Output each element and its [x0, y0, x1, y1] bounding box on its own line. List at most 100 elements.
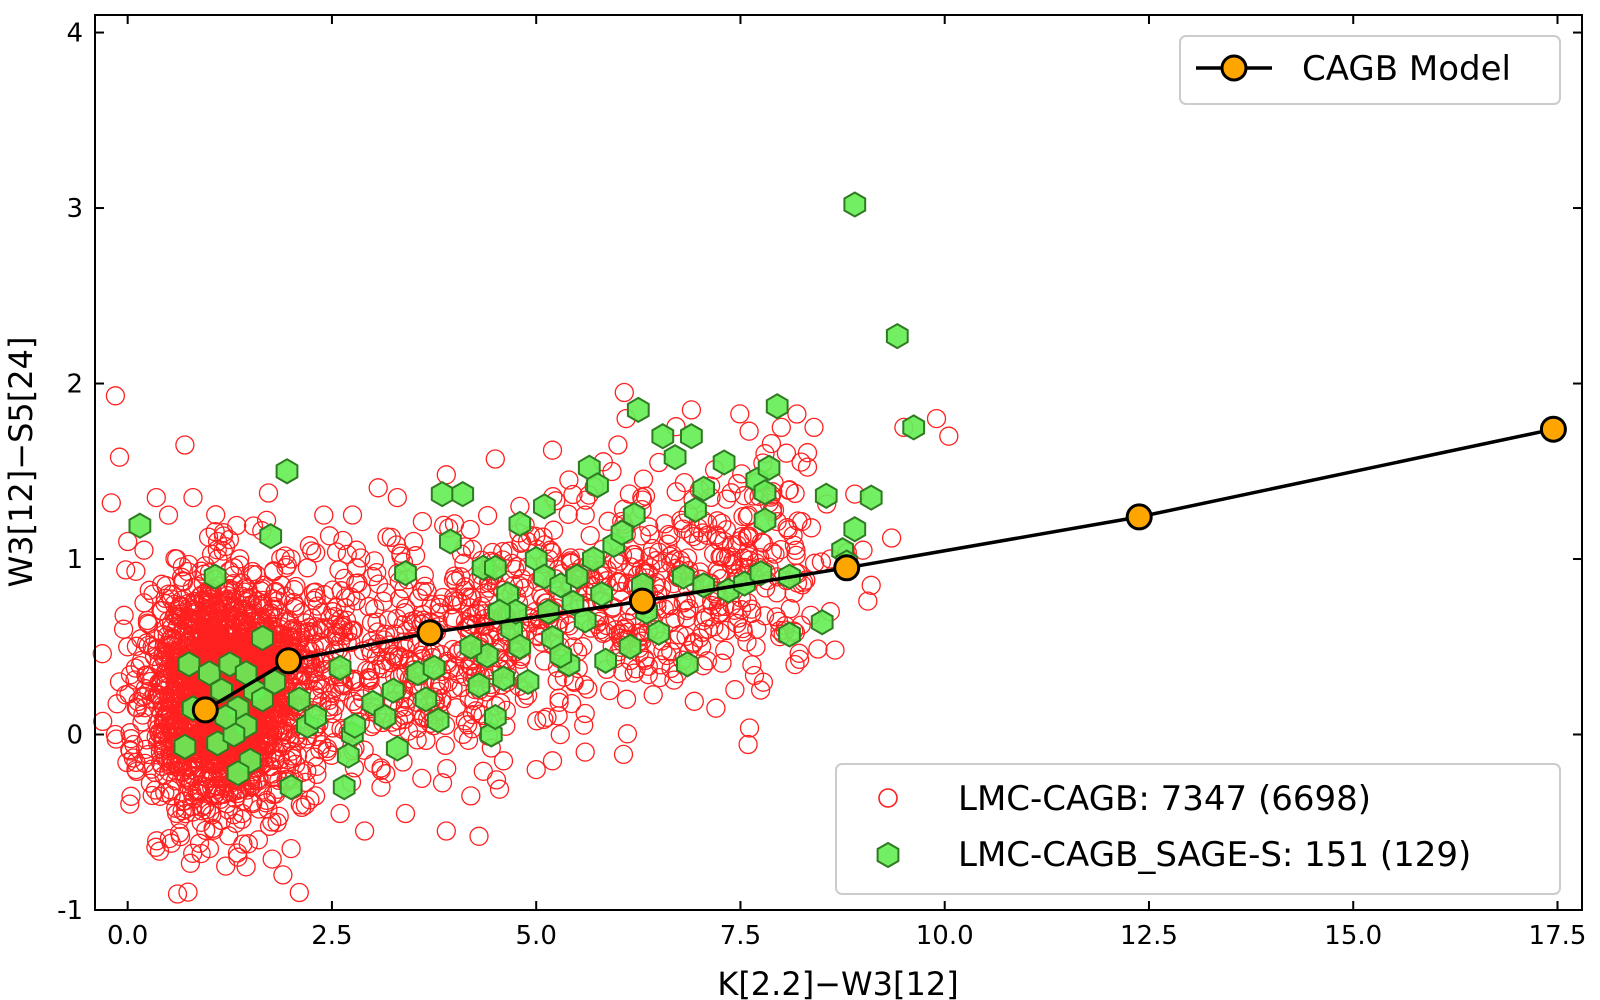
lmc-cagb-point	[297, 558, 318, 578]
lmc-cagb-point	[319, 526, 340, 546]
lmc-cagb-point	[151, 601, 171, 621]
lmc-cagb-point	[262, 849, 282, 869]
lmc-cagb-point	[367, 612, 387, 632]
lmc-cagb-point	[573, 637, 593, 657]
lmc-cagb-point	[116, 560, 136, 580]
lmc-cagb-point	[926, 408, 947, 429]
lmc-cagb-sage-s-point	[275, 458, 299, 485]
lmc-cagb-point	[650, 655, 671, 675]
lmc-cagb-point	[206, 505, 226, 525]
lmc-cagb-point	[125, 670, 145, 690]
lmc-cagb-point	[608, 435, 628, 455]
lmc-cagb-point	[179, 777, 199, 797]
lmc-cagb-point	[578, 679, 598, 699]
lmc-cagb-point	[613, 744, 634, 765]
lmc-cagb-point	[346, 540, 367, 560]
lmc-cagb-point	[263, 733, 283, 753]
lmc-cagb-point	[526, 759, 546, 780]
x-tick-label: 7.5	[720, 921, 761, 951]
x-axis-label: K[2.2]−W3[12]	[717, 965, 958, 1000]
lmc-cagb-point	[858, 591, 878, 611]
lmc-cagb-point	[120, 794, 140, 814]
lmc-cagb-point	[326, 542, 347, 562]
lmc-cagb-point	[739, 718, 760, 738]
lmc-cagb-point	[213, 541, 233, 561]
lmc-cagb-point	[485, 449, 505, 469]
lmc-cagb-point	[683, 526, 704, 547]
lmc-cagb-point	[739, 421, 759, 441]
lmc-cagb-point	[643, 685, 663, 705]
lmc-cagb-point	[777, 518, 797, 538]
lmc-cagb-point	[290, 795, 310, 815]
lmc-cagb-point	[118, 531, 138, 552]
lmc-cagb-point	[121, 786, 141, 806]
lmc-cagb-sage-s-point	[651, 423, 675, 450]
lmc-cagb-point	[224, 558, 244, 578]
lmc-cagb-sage-s-point	[430, 480, 454, 508]
lmc-cagb-point	[264, 596, 285, 617]
lmc-cagb-point	[575, 505, 595, 525]
lmc-cagb-sage-s-point	[582, 545, 605, 573]
lmc-cagb-sage-s-point	[304, 703, 327, 731]
lmc-cagb-point	[792, 511, 812, 532]
lmc-cagb-point	[227, 515, 247, 536]
lmc-cagb-point	[563, 484, 583, 505]
lmc-cagb-point	[254, 575, 274, 595]
lmc-cagb-point	[444, 587, 464, 607]
lmc-cagb-sage-s-point	[381, 677, 405, 704]
lmc-cagb-point	[126, 752, 146, 773]
lmc-cagb-point	[436, 465, 456, 485]
lmc-cagb-point	[277, 750, 298, 770]
lmc-cagb-point	[560, 548, 581, 568]
lmc-cagb-point	[346, 591, 366, 611]
lmc-cagb-point	[742, 655, 762, 675]
lmc-cagb-point	[697, 525, 717, 545]
lmc-cagb-point	[314, 505, 334, 525]
lmc-cagb-sage-s-point	[618, 633, 642, 660]
lmc-cagb-point	[258, 483, 279, 503]
lmc-cagb-sage-s-point	[753, 479, 777, 506]
lmc-cagb-sage-s-point	[484, 703, 507, 731]
lmc-cagb-point	[290, 630, 310, 651]
lmc-cagb-point	[242, 793, 263, 814]
lmc-cagb-point	[499, 541, 519, 561]
lmc-cagb-point	[730, 404, 750, 424]
lmc-cagb-point	[786, 545, 806, 566]
x-tick-label: 0.0	[107, 921, 148, 951]
lmc-cagb-point	[167, 549, 187, 569]
y-tick-label: -1	[57, 896, 83, 926]
lmc-cagb-point	[189, 833, 210, 853]
lmc-cagb-point	[455, 711, 475, 731]
lmc-cagb-point	[148, 733, 168, 753]
lmc-cagb-point	[267, 812, 287, 833]
lmc-cagb-point	[249, 596, 269, 616]
lmc-cagb-point	[218, 580, 238, 600]
lmc-cagb-point	[728, 608, 749, 628]
lmc-cagb-point	[105, 386, 126, 406]
lmc-cagb-point	[542, 440, 563, 460]
cagb-model-point	[1125, 503, 1153, 531]
lmc-cagb-point	[229, 607, 249, 628]
lmc-cagb-point	[341, 632, 361, 653]
lmc-cagb-point	[436, 821, 456, 841]
lmc-cagb-point	[134, 540, 154, 560]
lmc-cagb-sage-s-point	[226, 759, 250, 787]
lmc-cagb-point	[657, 645, 677, 666]
lmc-cagb-point	[161, 613, 182, 633]
y-tick-label: 1	[66, 545, 83, 575]
lmc-cagb-point	[333, 530, 353, 551]
lmc-cagb-point	[149, 841, 170, 861]
lmc-cagb-sage-s-point	[373, 703, 397, 731]
lmc-cagb-point	[216, 591, 236, 611]
lmc-cagb-point	[203, 624, 223, 644]
lmc-cagb-point	[642, 538, 663, 559]
lmc-cagb-point	[101, 493, 121, 513]
lmc-cagb-point	[263, 562, 284, 582]
lmc-cagb-point	[191, 812, 211, 832]
lmc-cagb-sage-s-point	[414, 686, 438, 713]
lmc-cagb-point	[332, 615, 353, 635]
lmc-cagb-point	[238, 579, 258, 599]
lmc-cagb-point	[351, 580, 372, 601]
lmc-cagb-point	[507, 556, 527, 577]
lmc-cagb-sage-s-point	[467, 672, 491, 699]
